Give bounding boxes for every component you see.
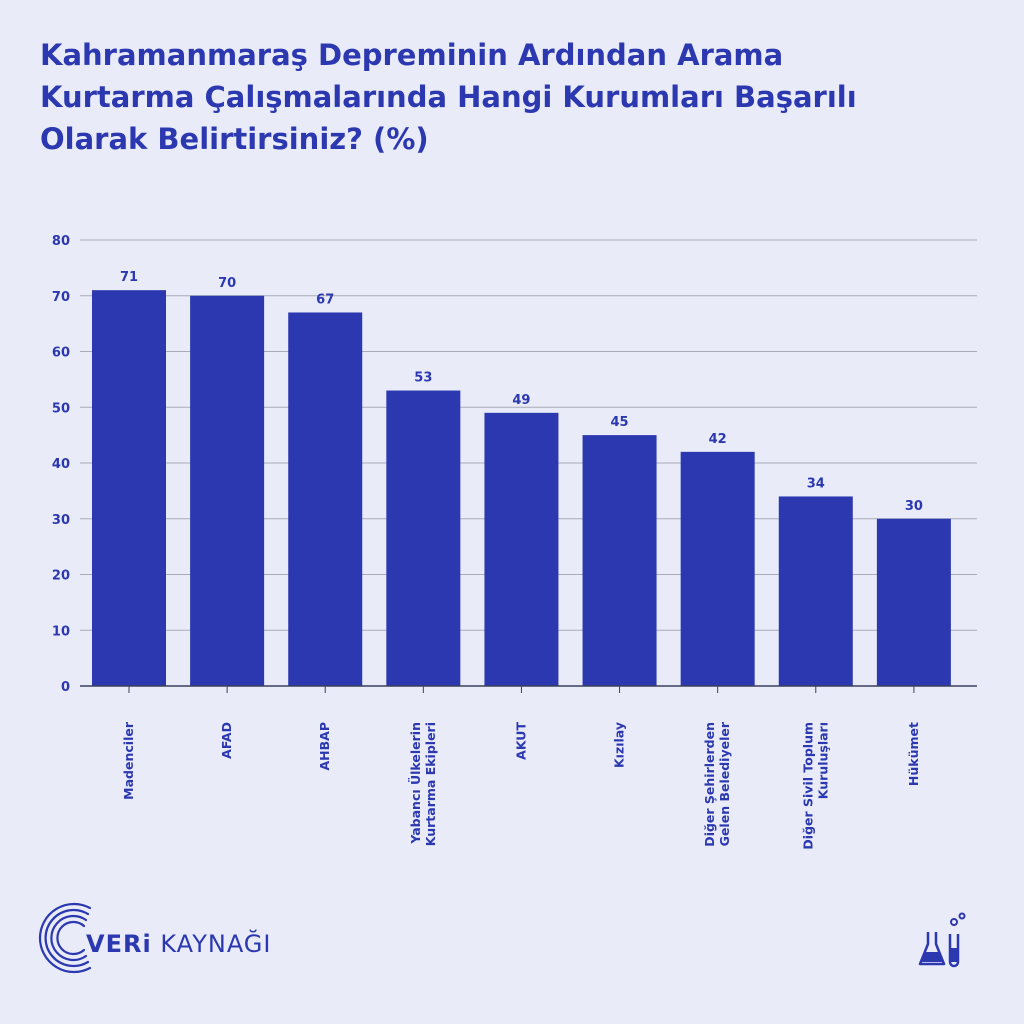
category-label-line: Madenciler bbox=[121, 721, 136, 800]
value-label: 30 bbox=[905, 499, 923, 514]
category-label: AHBAP bbox=[317, 722, 332, 771]
category-label-line: Hükümet bbox=[906, 722, 921, 786]
value-label: 42 bbox=[709, 432, 727, 447]
category-label-line: Diğer Şehirlerden bbox=[702, 722, 717, 847]
value-label: 49 bbox=[512, 393, 530, 408]
category-label-line: Diğer Sivil Toplum bbox=[800, 722, 815, 850]
value-label: 67 bbox=[316, 292, 334, 307]
bar bbox=[582, 435, 657, 686]
value-label: 45 bbox=[611, 415, 629, 430]
y-tick-label: 70 bbox=[52, 290, 70, 305]
y-tick-label: 30 bbox=[52, 513, 70, 528]
bar bbox=[680, 451, 755, 686]
bar bbox=[190, 295, 265, 686]
arc-logo-icon bbox=[38, 902, 92, 974]
category-label-line: Kuruluşları bbox=[815, 722, 830, 799]
y-tick-label: 0 bbox=[61, 680, 70, 695]
bar bbox=[778, 496, 853, 686]
category-label: Madenciler bbox=[121, 721, 136, 800]
category-label: AKUT bbox=[513, 722, 528, 760]
lab-flask-icon bbox=[918, 912, 966, 968]
title-line-2: Kurtarma Çalışmalarında Hangi Kurumları … bbox=[40, 80, 857, 114]
title-line-1: Kahramanmaraş Depreminin Ardından Arama bbox=[40, 38, 784, 72]
bar bbox=[876, 518, 951, 686]
logo-word-bold: VERi bbox=[86, 930, 152, 958]
category-label: Yabancı Ülkelerin Kurtarma Ekipleri bbox=[408, 722, 438, 846]
category-label: AFAD bbox=[219, 722, 234, 759]
category-label-line: Kızılay bbox=[612, 722, 627, 768]
chart-title: Kahramanmaraş Depreminin Ardından Arama … bbox=[40, 34, 1000, 160]
category-label-line: AHBAP bbox=[317, 722, 332, 771]
bar bbox=[288, 312, 363, 686]
y-tick-label: 60 bbox=[52, 346, 70, 361]
category-label-line: AFAD bbox=[219, 722, 234, 759]
bar bbox=[92, 290, 166, 686]
bar bbox=[386, 390, 461, 686]
category-label-line: Yabancı Ülkelerin bbox=[408, 722, 423, 845]
value-label: 53 bbox=[414, 371, 432, 386]
y-tick-label: 80 bbox=[52, 234, 70, 249]
y-tick-label: 20 bbox=[52, 569, 70, 584]
category-label: Diğer Sivil Toplum Kuruluşları bbox=[800, 722, 830, 850]
category-label: Kızılay bbox=[612, 722, 627, 768]
y-tick-label: 10 bbox=[52, 624, 70, 639]
bar-chart: 0 10 20 30 40 50 60 70 80 71 Madenciler 70 AFAD 67 AHB… bbox=[52, 234, 977, 850]
y-tick-label: 50 bbox=[52, 401, 70, 416]
logo-word-rest: KAYNAĞI bbox=[160, 930, 272, 958]
value-label: 34 bbox=[807, 476, 825, 491]
category-label-line: Gelen Belediyeler bbox=[717, 721, 732, 846]
y-tick-label: 40 bbox=[52, 457, 70, 472]
veri-kaynagi-logo: VERi KAYNAĞI bbox=[38, 898, 298, 978]
bar bbox=[484, 412, 559, 686]
category-label: Hükümet bbox=[906, 722, 921, 786]
category-label-line: AKUT bbox=[513, 722, 528, 760]
title-line-3: Olarak Belirtirsiniz? (%) bbox=[40, 122, 429, 156]
value-label: 70 bbox=[218, 276, 236, 291]
category-label: Diğer Şehirlerden Gelen Belediyeler bbox=[702, 721, 732, 847]
value-label: 71 bbox=[120, 270, 138, 285]
category-label-line: Kurtarma Ekipleri bbox=[423, 722, 438, 846]
